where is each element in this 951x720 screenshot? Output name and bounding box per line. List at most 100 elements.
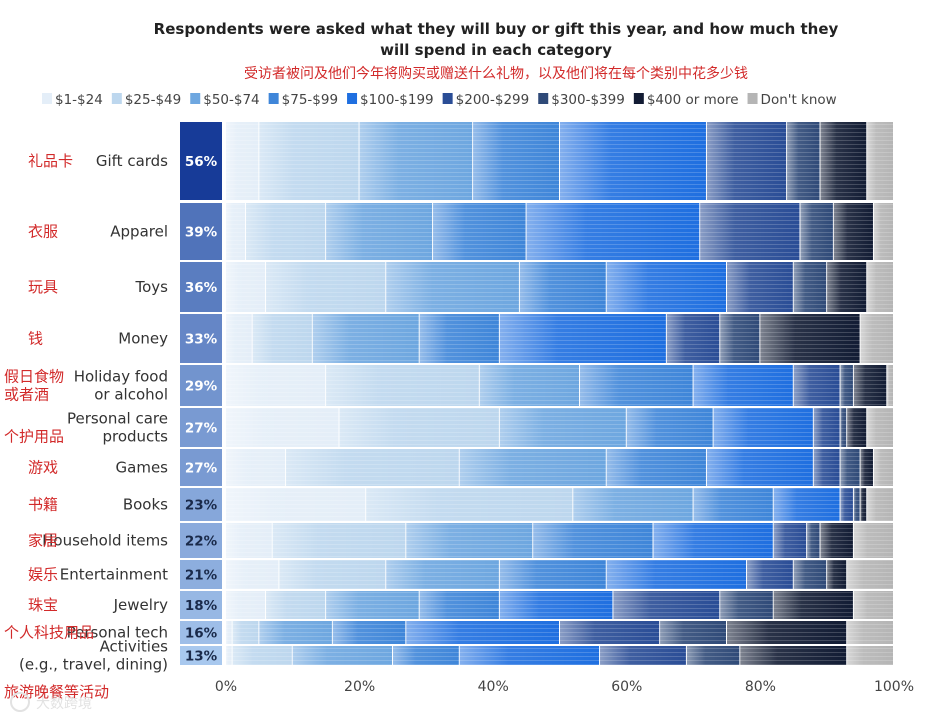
bar-texture	[226, 408, 894, 447]
legend-swatch	[538, 93, 549, 104]
category-label: products	[102, 428, 168, 446]
legend-swatch	[190, 93, 201, 104]
bar-texture	[226, 122, 894, 200]
x-tick-label: 20%	[344, 679, 375, 695]
share-value: 33%	[185, 332, 218, 348]
category-label-cn: 假日食物	[4, 368, 64, 386]
bar-texture	[226, 488, 894, 521]
share-cell	[180, 365, 222, 406]
bar-texture	[226, 449, 894, 486]
share-cell	[180, 314, 222, 363]
bar-texture	[226, 523, 894, 558]
legend-label: $50-$74	[203, 92, 259, 108]
category-label: Personal tech	[67, 624, 168, 642]
share-value: 27%	[185, 461, 218, 477]
category-label-cn: 家居	[28, 532, 58, 550]
category-row: 56% Gift cards 礼品卡	[28, 122, 894, 200]
category-label-cn: 游戏	[28, 459, 58, 477]
bar-texture	[226, 560, 894, 589]
category-label: Holiday food	[74, 368, 168, 386]
category-row: 13% Activities(e.g., travel, dining) 旅游晚餐等…	[4, 638, 894, 701]
share-cell	[180, 449, 222, 486]
x-tick-label: 0%	[215, 679, 237, 695]
share-cell	[180, 621, 222, 644]
category-row: 27% Games 游戏	[28, 449, 894, 486]
category-row: 33% Money 钱	[28, 314, 894, 363]
bar-texture	[226, 646, 894, 665]
category-label: Toys	[135, 278, 169, 296]
legend-swatch	[747, 93, 758, 104]
share-cell	[180, 523, 222, 558]
category-label-cn: 个人科技用品	[4, 624, 94, 642]
legend: $1-$24 $25-$49 $50-$74 $75-$99 $100-$199 $200…	[42, 92, 837, 108]
legend-label: $400 or more	[647, 92, 739, 108]
x-tick-label: 100%	[874, 679, 914, 695]
legend-label: $300-$399	[551, 92, 625, 108]
bar-texture	[226, 591, 894, 619]
category-label: Entertainment	[60, 566, 168, 584]
category-row: 36% Toys 玩具	[28, 262, 894, 312]
category-label: or alcohol	[94, 386, 168, 404]
category-label-cn: 礼品卡	[28, 152, 73, 170]
legend-swatch	[347, 93, 358, 104]
legend-swatch	[111, 93, 122, 104]
share-value: 16%	[185, 626, 218, 642]
share-value: 36%	[185, 280, 218, 296]
category-row: 18% Jewelry 珠宝	[28, 591, 894, 619]
category-label: Jewelry	[113, 596, 168, 614]
category-label-cn: 珠宝	[28, 596, 58, 614]
share-value: 29%	[185, 379, 218, 395]
chart-subtitle: 受访者被问及他们今年将购买或赠送什么礼物，以及他们将在每个类别中花多少钱	[244, 65, 748, 82]
share-value: 18%	[185, 598, 218, 614]
x-tick-label: 40%	[478, 679, 509, 695]
category-label-cn: 钱	[28, 330, 43, 348]
category-label-cn: 衣服	[28, 223, 58, 241]
legend-label: $100-$199	[360, 92, 434, 108]
legend-swatch	[442, 93, 453, 104]
legend-label: $25-$49	[125, 92, 181, 108]
category-label: Money	[118, 330, 168, 348]
legend-label: $200-$299	[456, 92, 530, 108]
share-value: 23%	[185, 498, 218, 514]
category-label: Books	[123, 496, 168, 514]
legend-label: $75-$99	[282, 92, 338, 108]
chart-title-group: Respondents were asked what they will bu…	[154, 20, 839, 82]
category-label: Personal care	[67, 410, 168, 428]
share-value: 39%	[185, 225, 218, 241]
share-value: 13%	[185, 649, 218, 665]
share-value: 21%	[185, 568, 218, 584]
bar-texture	[226, 203, 894, 260]
share-cell	[180, 488, 222, 521]
legend-label: $1-$24	[55, 92, 103, 108]
legend-label: Don't know	[761, 92, 837, 108]
watermark: 大数跨境	[36, 696, 92, 712]
category-label-cn: 或者酒	[4, 386, 49, 404]
category-label-cn: 旅游晚餐等活动	[4, 683, 109, 701]
x-axis: 0% 20% 40% 60% 80% 100%	[215, 679, 914, 695]
share-cell	[180, 646, 222, 665]
category-label-cn: 个护用品	[4, 428, 64, 446]
share-value: 22%	[185, 534, 218, 550]
chart-title-line: Respondents were asked what they will bu…	[154, 20, 839, 38]
category-row: 39% Apparel 衣服	[28, 203, 894, 260]
bar-texture	[226, 365, 894, 406]
x-tick-label: 80%	[745, 679, 776, 695]
share-cell	[180, 122, 222, 200]
watermark-group: 大数跨境	[10, 692, 92, 712]
share-cell	[180, 408, 222, 447]
chart-title-line: will spend in each category	[380, 41, 612, 59]
category-label: Activities	[100, 638, 169, 656]
legend-swatch	[268, 93, 279, 104]
category-label: (e.g., travel, dining)	[19, 656, 168, 674]
category-label: Gift cards	[96, 152, 168, 170]
x-tick-label: 60%	[611, 679, 642, 695]
legend-swatch	[633, 93, 644, 104]
category-row: 23% Books 书籍	[28, 488, 894, 521]
share-cell	[180, 591, 222, 619]
bar-texture	[226, 262, 894, 312]
